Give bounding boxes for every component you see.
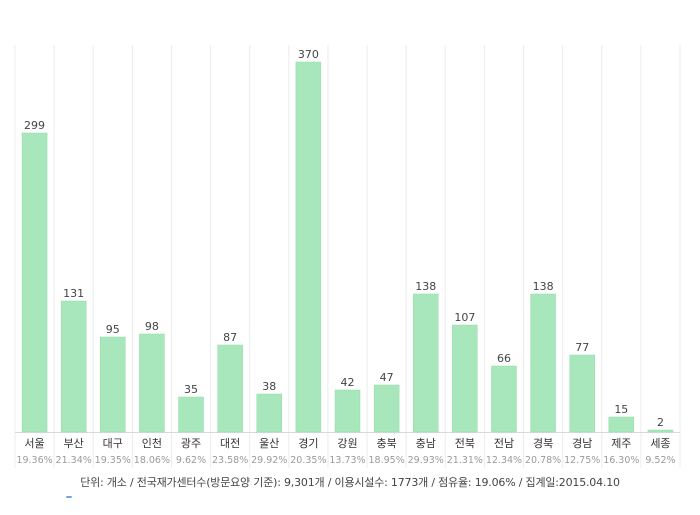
bar (491, 365, 517, 433)
bar (412, 293, 439, 433)
percentage-label: 9.62% (176, 455, 206, 466)
percentage-label: 23.58% (212, 455, 248, 466)
percentage-label: 19.36% (16, 455, 52, 466)
value-label: 15 (614, 403, 628, 416)
value-label: 87 (223, 331, 237, 344)
category-label: 광주 (181, 437, 201, 450)
percentage-label: 29.92% (251, 455, 287, 466)
grid-lines (14, 45, 681, 468)
accent-mark (66, 496, 72, 498)
percentage-label: 20.35% (290, 455, 326, 466)
value-label: 138 (415, 280, 436, 293)
category-label: 충남 (416, 437, 436, 450)
category-label: 대구 (103, 437, 123, 450)
percentage-label: 16.30% (603, 455, 639, 466)
category-label: 전남 (494, 437, 514, 450)
bar (178, 396, 204, 433)
value-label: 370 (298, 48, 319, 61)
bar (100, 336, 126, 433)
bar (295, 61, 322, 433)
bar (452, 324, 478, 433)
category-label: 대전 (220, 437, 240, 450)
value-label: 107 (454, 311, 475, 324)
percentage-label: 18.06% (134, 455, 170, 466)
category-label: 부산 (64, 437, 84, 450)
value-label: 77 (575, 341, 589, 354)
bar (256, 393, 283, 433)
bar (647, 429, 674, 433)
percentage-label: 29.93% (408, 455, 444, 466)
value-label: 35 (184, 383, 198, 396)
value-label: 2 (657, 416, 664, 429)
bar (569, 354, 595, 433)
value-label: 47 (380, 371, 394, 384)
category-label: 충북 (376, 437, 396, 450)
category-label: 경남 (572, 437, 592, 450)
percentage-label: 12.34% (486, 455, 522, 466)
value-label: 42 (341, 376, 355, 389)
value-label: 299 (24, 119, 45, 132)
percentage-label: 9.52% (645, 455, 675, 466)
category-label: 경기 (298, 437, 318, 450)
percentage-label: 13.73% (329, 455, 365, 466)
value-label: 95 (106, 323, 120, 336)
percentage-label: 21.34% (56, 455, 92, 466)
footnote: 단위: 개소 / 전국재가센터수(방문요양 기준): 9,301개 / 이용시설… (80, 476, 620, 489)
bar (217, 344, 243, 433)
bar (139, 333, 165, 433)
bar (373, 384, 400, 433)
value-label: 66 (497, 352, 511, 365)
bar (530, 293, 556, 433)
category-labels: 서울 부산 대구 인천 광주 대전 울산 경기 강원 충북 충남 전북 전남 경북 경남 제주 세종 (24, 436, 670, 450)
value-label: 98 (145, 320, 159, 333)
percentage-label: 19.35% (95, 455, 131, 466)
bar (60, 300, 87, 433)
percentage-label: 20.78% (525, 455, 561, 466)
value-label: 131 (63, 287, 84, 300)
percentage-label: 12.75% (564, 455, 600, 466)
category-label: 강원 (337, 437, 357, 450)
category-label: 제주 (611, 437, 631, 450)
category-label: 세종 (650, 437, 670, 450)
category-label: 서울 (24, 437, 44, 450)
bars (21, 61, 674, 433)
category-label: 울산 (259, 437, 279, 450)
value-labels: 299 131 95 98 35 87 38 370 42 47 138 107 66 138 77 15 2 (24, 48, 664, 429)
bar (608, 416, 635, 433)
value-label: 38 (262, 380, 276, 393)
category-label: 인천 (142, 436, 162, 450)
category-label: 경북 (533, 437, 553, 450)
bar (334, 389, 361, 433)
percentage-label: 21.31% (447, 455, 483, 466)
value-label: 138 (533, 280, 554, 293)
percentage-labels: 19.36% 21.34% 19.35% 18.06% 9.62% 23.58% 29.92… (16, 455, 675, 466)
bar (21, 132, 48, 433)
percentage-label: 18.95% (369, 455, 405, 466)
category-label: 전북 (455, 437, 475, 450)
